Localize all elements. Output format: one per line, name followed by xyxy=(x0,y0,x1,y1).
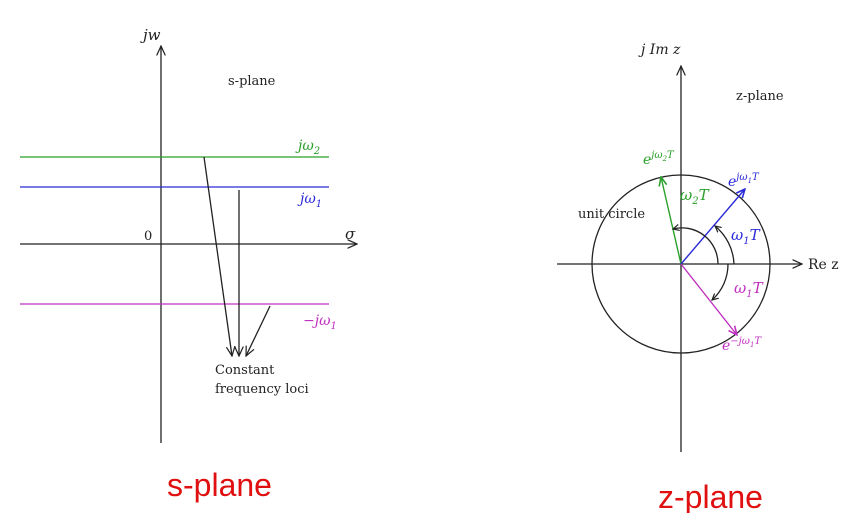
z-plane-angle-label-w1T: ω1T xyxy=(731,226,761,247)
s-plane-locus-arrow-neg-w1 xyxy=(246,305,271,356)
z-plane-vector-w1 xyxy=(680,189,745,265)
z-plane-angle-arc-w2 xyxy=(673,228,719,265)
s-plane-label-neg-jw1: −jω1 xyxy=(303,313,337,332)
z-plane-label-e-jw1T: ejω1T xyxy=(728,172,760,190)
s-plane-title: s-plane xyxy=(228,74,276,89)
z-plane-horizontal-axis-label: Re z xyxy=(808,257,839,273)
s-plane-group: jw σ 0 s-plane jω2 jω1 −jω1 Constant fre… xyxy=(20,26,357,503)
z-plane-angle-arc-neg-w1 xyxy=(712,263,729,300)
z-plane-title: z-plane xyxy=(736,89,784,104)
z-plane-label-e-jw2T: ejω2T xyxy=(643,150,675,168)
z-plane-vertical-axis-label: j Im z xyxy=(638,42,681,58)
z-plane-angle-label-w2T: ω2T xyxy=(680,186,710,207)
s-plane-vertical-axis-label: jw xyxy=(140,26,161,44)
z-plane-angle-arc-w1 xyxy=(715,226,735,265)
z-plane-vector-neg-w1 xyxy=(680,263,737,335)
s-plane-label-jw1: jω1 xyxy=(297,191,322,210)
s-plane-horizontal-axis-label: σ xyxy=(345,225,356,243)
s-plane-loci-label-line1: Constant xyxy=(215,363,275,378)
s-plane-loci-label-line2: frequency loci xyxy=(215,382,309,397)
s-plane-caption: s-plane xyxy=(167,467,272,503)
z-plane-label-e-neg-jw1T: e−jω1T xyxy=(722,336,762,354)
s-plane-origin-label: 0 xyxy=(144,229,152,244)
s-plane-locus-arrow-w2 xyxy=(203,156,232,356)
z-plane-group: j Im z Re z z-plane unit circle ejω2T ej… xyxy=(557,42,839,513)
z-plane-caption: z-plane xyxy=(658,479,763,513)
s-plane-label-jw2: jω2 xyxy=(295,138,320,157)
z-plane-vector-w2 xyxy=(661,177,682,265)
z-plane-unit-circle-label: unit circle xyxy=(578,207,645,222)
z-plane-angle-label-neg-w1T: ω1T xyxy=(734,279,764,300)
